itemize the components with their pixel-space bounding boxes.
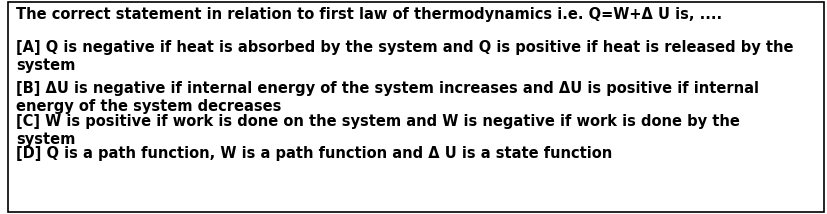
Text: The correct statement in relation to first law of thermodynamics i.e. Q=W+Δ U is: The correct statement in relation to fir… xyxy=(16,7,721,22)
Text: [D] Q is a path function, W is a path function and Δ U is a state function: [D] Q is a path function, W is a path fu… xyxy=(16,146,611,161)
Text: [A] Q is negative if heat is absorbed by the system and Q is positive if heat is: [A] Q is negative if heat is absorbed by… xyxy=(16,40,792,73)
Text: [B] ΔU is negative if internal energy of the system increases and ΔU is positive: [B] ΔU is negative if internal energy of… xyxy=(16,81,758,114)
Text: [C] W is positive if work is done on the system and W is negative if work is don: [C] W is positive if work is done on the… xyxy=(16,114,739,147)
